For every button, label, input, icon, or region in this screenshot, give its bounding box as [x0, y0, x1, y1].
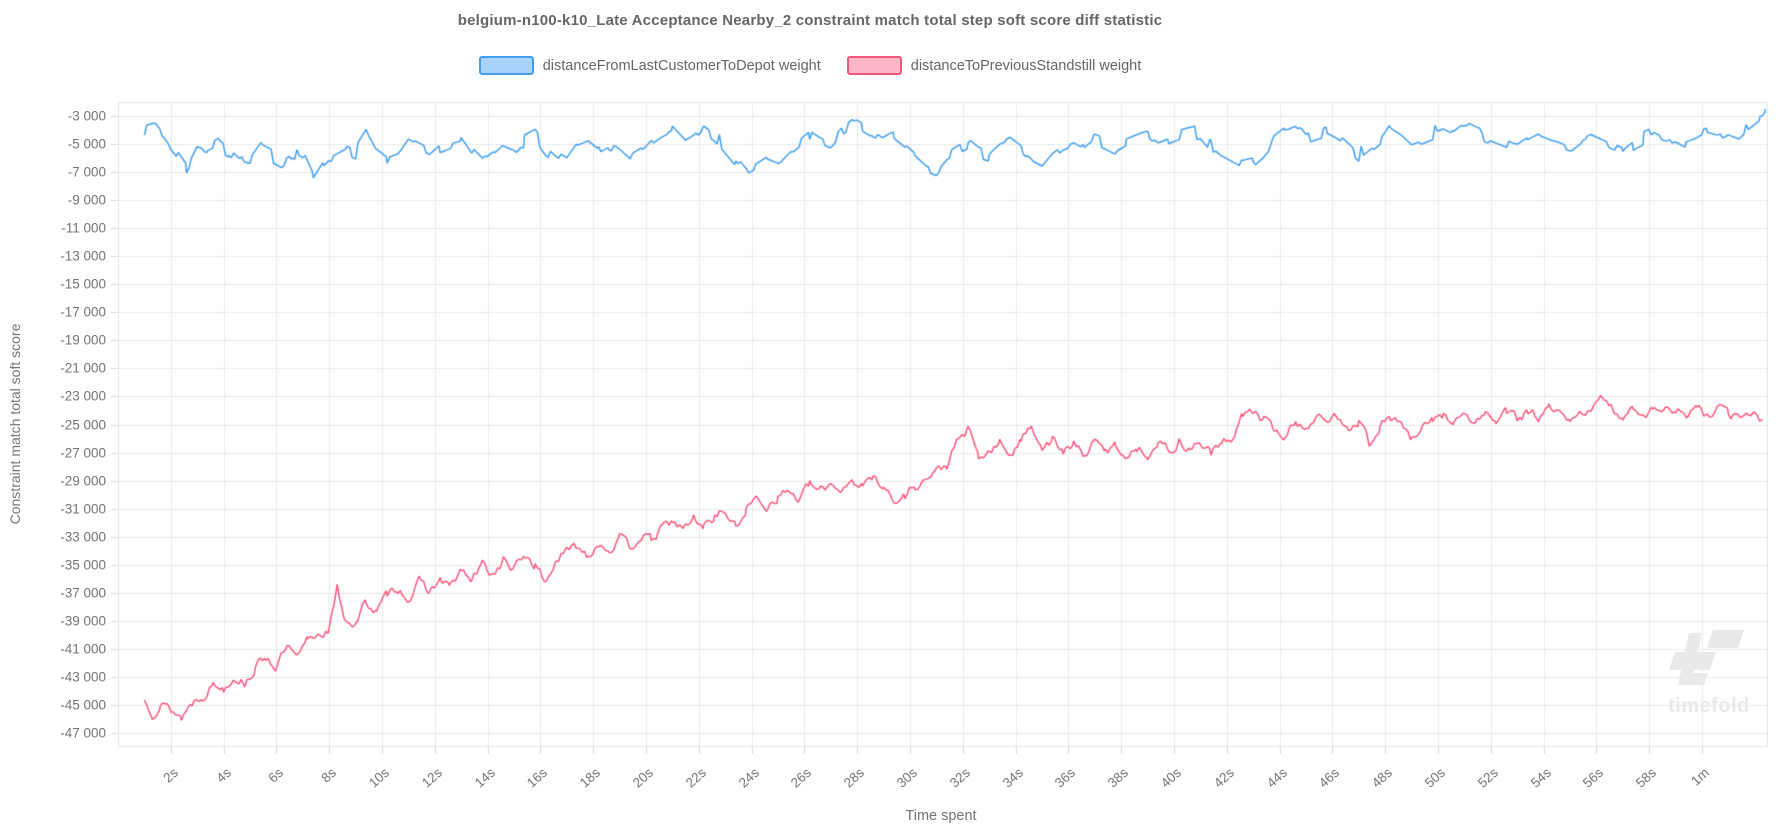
y-tick-label: -11 000 [61, 220, 106, 236]
y-tick-label: -13 000 [60, 248, 106, 264]
legend-label: distanceToPreviousStandstill weight [910, 57, 1142, 74]
y-tick-label: -7 000 [67, 164, 106, 180]
y-tick-label: -5 000 [67, 136, 106, 152]
legend-item-distance-to-previous-standstill[interactable]: distanceToPreviousStandstill weight [846, 56, 1142, 75]
x-axis-title: Time spent [905, 808, 977, 824]
y-tick-label: -37 000 [60, 585, 106, 601]
y-tick-label: -19 000 [60, 332, 106, 348]
y-tick-label: -3 000 [67, 108, 106, 124]
y-tick-label: -39 000 [60, 613, 106, 629]
watermark-text: timefold [1668, 695, 1750, 717]
y-tick-label: -21 000 [60, 360, 106, 376]
y-tick-label: -25 000 [60, 417, 106, 432]
legend-swatch-pink-icon [846, 56, 902, 75]
y-tick-label: -31 000 [60, 501, 106, 517]
y-tick-label: -47 000 [60, 725, 106, 741]
legend-item-distance-from-last-customer[interactable]: distanceFromLastCustomerToDepot weight [478, 56, 821, 75]
legend: distanceFromLastCustomerToDepot weight d… [0, 56, 1620, 75]
chart-title: belgium-n100-k10_Late Acceptance Nearby_… [457, 12, 1163, 29]
timefold-logo-icon [1669, 630, 1744, 685]
legend-label: distanceFromLastCustomerToDepot weight [542, 57, 821, 74]
y-tick-label: -15 000 [60, 276, 106, 292]
y-tick-label: -23 000 [60, 388, 106, 404]
legend-swatch-blue-icon [478, 56, 534, 75]
y-tick-label: -9 000 [67, 192, 106, 208]
y-tick-label: -17 000 [60, 304, 106, 320]
y-tick-label: -41 000 [60, 641, 106, 657]
y-tick-label: -29 000 [60, 473, 106, 489]
watermark: timefold [1666, 628, 1752, 718]
y-tick-label: -33 000 [60, 529, 106, 545]
y-tick-label: -35 000 [60, 557, 106, 573]
y-tick-label: -45 000 [60, 697, 106, 713]
y-tick-label: -27 000 [60, 445, 106, 461]
y-tick-label: -43 000 [60, 669, 106, 685]
